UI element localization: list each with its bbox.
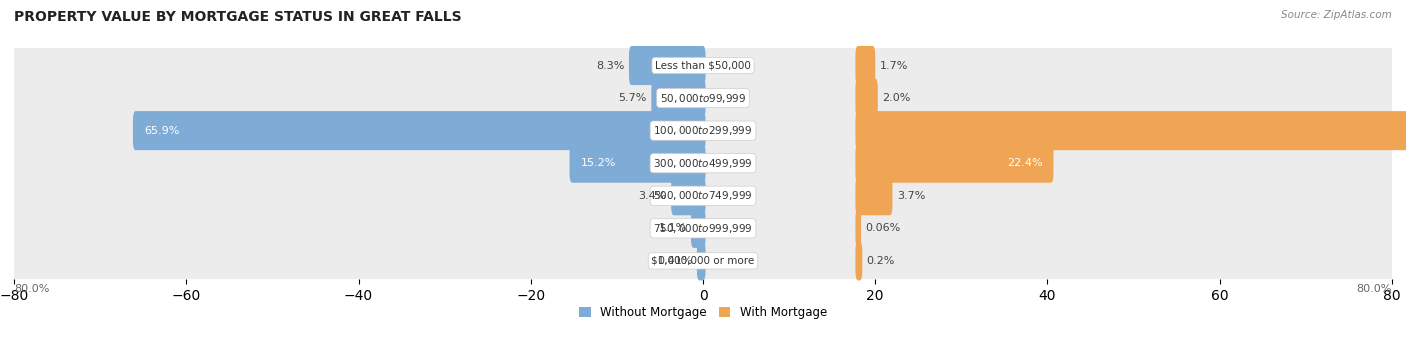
- Text: 15.2%: 15.2%: [581, 158, 616, 168]
- FancyBboxPatch shape: [855, 209, 860, 248]
- FancyBboxPatch shape: [7, 172, 1399, 220]
- Text: Source: ZipAtlas.com: Source: ZipAtlas.com: [1281, 10, 1392, 20]
- Text: $750,000 to $999,999: $750,000 to $999,999: [654, 222, 752, 235]
- Text: 22.4%: 22.4%: [1007, 158, 1042, 168]
- Text: Less than $50,000: Less than $50,000: [655, 61, 751, 70]
- FancyBboxPatch shape: [855, 241, 862, 280]
- Text: 65.9%: 65.9%: [143, 126, 180, 136]
- Text: 3.4%: 3.4%: [638, 191, 666, 201]
- Text: PROPERTY VALUE BY MORTGAGE STATUS IN GREAT FALLS: PROPERTY VALUE BY MORTGAGE STATUS IN GRE…: [14, 10, 461, 24]
- Text: 3.7%: 3.7%: [897, 191, 925, 201]
- Text: 0.2%: 0.2%: [866, 256, 896, 266]
- FancyBboxPatch shape: [628, 46, 706, 85]
- FancyBboxPatch shape: [651, 79, 706, 118]
- Text: 0.06%: 0.06%: [866, 223, 901, 233]
- Text: $500,000 to $749,999: $500,000 to $749,999: [654, 189, 752, 202]
- FancyBboxPatch shape: [855, 111, 1406, 150]
- Text: $1,000,000 or more: $1,000,000 or more: [651, 256, 755, 266]
- FancyBboxPatch shape: [7, 237, 1399, 285]
- FancyBboxPatch shape: [690, 209, 706, 248]
- Text: 80.0%: 80.0%: [1357, 284, 1392, 294]
- FancyBboxPatch shape: [7, 204, 1399, 252]
- Text: 0.41%: 0.41%: [657, 256, 693, 266]
- Text: 80.0%: 80.0%: [14, 284, 49, 294]
- FancyBboxPatch shape: [569, 144, 706, 183]
- FancyBboxPatch shape: [7, 74, 1399, 122]
- FancyBboxPatch shape: [7, 139, 1399, 187]
- FancyBboxPatch shape: [7, 106, 1399, 155]
- Text: $100,000 to $299,999: $100,000 to $299,999: [654, 124, 752, 137]
- FancyBboxPatch shape: [671, 176, 706, 215]
- FancyBboxPatch shape: [855, 144, 1053, 183]
- Legend: Without Mortgage, With Mortgage: Without Mortgage, With Mortgage: [574, 301, 832, 324]
- Text: $50,000 to $99,999: $50,000 to $99,999: [659, 91, 747, 105]
- Text: 2.0%: 2.0%: [882, 93, 911, 103]
- Text: $300,000 to $499,999: $300,000 to $499,999: [654, 157, 752, 170]
- FancyBboxPatch shape: [7, 41, 1399, 90]
- FancyBboxPatch shape: [134, 111, 706, 150]
- Text: 1.1%: 1.1%: [658, 223, 686, 233]
- FancyBboxPatch shape: [855, 176, 893, 215]
- Text: 5.7%: 5.7%: [619, 93, 647, 103]
- FancyBboxPatch shape: [697, 241, 706, 280]
- Text: 1.7%: 1.7%: [880, 61, 908, 70]
- FancyBboxPatch shape: [855, 79, 877, 118]
- FancyBboxPatch shape: [855, 46, 875, 85]
- Text: 8.3%: 8.3%: [596, 61, 624, 70]
